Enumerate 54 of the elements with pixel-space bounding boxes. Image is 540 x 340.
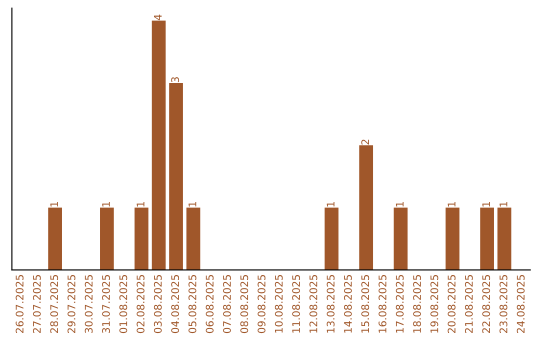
x-tick-label: 29.07.2025 [68,275,76,334]
data-label: 4 [154,14,162,20]
bar [480,208,494,270]
x-tick-label: 15.08.2025 [361,275,370,333]
x-tick-label: 18.08.2025 [413,275,421,333]
x-tick-label: 20.08.2025 [448,275,456,334]
x-tick-label: 26.07.2025 [16,275,24,334]
data-label: 1 [396,202,404,206]
data-label: 1 [482,202,490,206]
x-tick-label: 14.08.2025 [344,275,352,333]
x-tick-label: 09.08.2025 [258,275,266,334]
x-tick-label: 24.08.2025 [516,275,525,334]
bar [394,208,408,270]
bar [100,208,114,270]
x-tick-label: 06.08.2025 [206,275,214,334]
bar [169,82,183,270]
data-label: 3 [171,77,180,82]
data-label: 1 [448,202,456,206]
bar [186,208,200,270]
x-tick-label: 27.07.2025 [32,275,41,334]
x-tick-label: 16.08.2025 [378,275,386,333]
data-label: 1 [188,202,196,206]
x-tick-label: 03.08.2025 [154,275,162,334]
x-tick-label: 08.08.2025 [240,275,248,334]
x-tick-label: 12.08.2025 [309,275,318,333]
data-label: 1 [326,202,334,206]
bar [48,208,62,270]
x-tick-label: 04.08.2025 [171,275,180,334]
bar [134,208,148,270]
x-tick-label: 07.08.2025 [223,275,231,334]
x-tick-label: 02.08.2025 [136,275,144,334]
data-label: 2 [361,140,369,145]
data-label: 1 [136,202,144,206]
x-tick-label: 13.08.2025 [326,275,335,333]
x-tick-label: 05.08.2025 [188,275,196,334]
bar [152,20,166,270]
bar [359,145,374,270]
x-tick-label: 11.08.2025 [292,275,300,333]
x-tick-label: 30.07.2025 [84,275,93,333]
bar [497,208,512,270]
x-tick-label: 10.08.2025 [274,275,283,333]
bar [324,208,338,270]
x-tick-label: 31.07.2025 [102,275,110,333]
bar [446,208,460,270]
data-label: 1 [500,202,508,206]
data-label: 1 [50,202,58,206]
x-tick-label: 01.08.2025 [119,275,128,334]
x-tick-label: 28.07.2025 [50,275,58,334]
x-tick-label: 23.08.2025 [500,275,508,334]
x-tick-label: 17.08.2025 [396,275,404,333]
data-label: 1 [102,202,110,206]
x-tick-label: 19.08.2025 [430,275,438,333]
x-tick-label: 21.08.2025 [464,275,473,334]
x-tick-label: 22.08.2025 [482,275,490,334]
